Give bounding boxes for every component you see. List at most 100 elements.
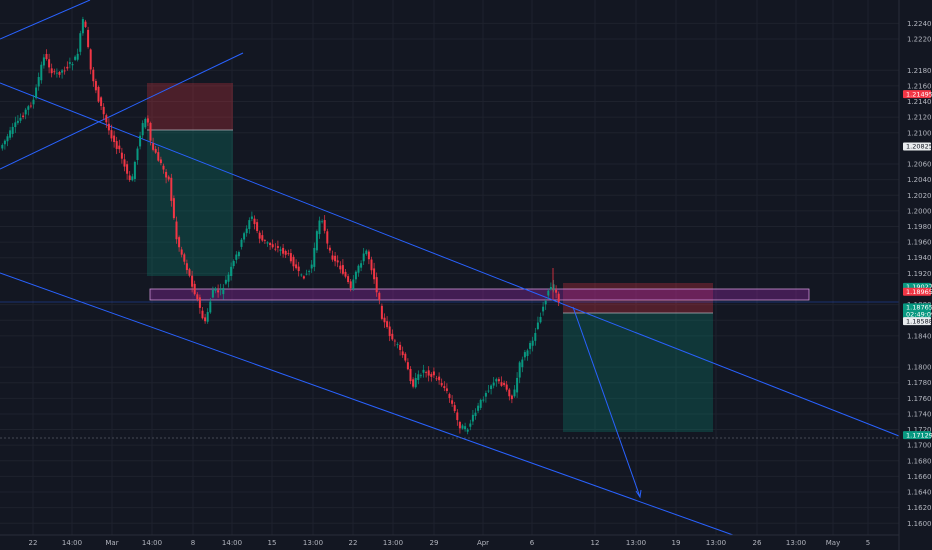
candle-body	[263, 240, 266, 241]
position-zones	[147, 83, 810, 432]
candle-body	[505, 384, 508, 390]
candle-body	[425, 372, 428, 373]
candle-body	[375, 277, 378, 293]
y-tick-label: 1.20400	[907, 176, 932, 184]
candle-body	[495, 379, 498, 382]
y-tick-label: 1.19600	[907, 239, 932, 247]
candle-body	[211, 289, 214, 298]
candle-body	[126, 164, 129, 174]
candle-body	[362, 253, 365, 262]
candle-body	[336, 260, 339, 263]
candle-body	[508, 389, 511, 397]
candle-body	[432, 371, 435, 376]
candle-body	[536, 322, 539, 330]
candle-body	[497, 379, 500, 382]
candle-body	[45, 53, 48, 60]
y-tick-label: 1.22200	[907, 36, 932, 44]
candle-body	[474, 412, 477, 417]
x-tick-label: 22	[349, 539, 358, 547]
candle-body	[456, 412, 459, 421]
candle-body	[141, 123, 144, 136]
descending-trend-line	[0, 82, 900, 437]
candle-body	[217, 290, 220, 293]
candle-body	[295, 264, 298, 269]
x-tick-label: 8	[191, 539, 195, 547]
candle-body	[110, 130, 113, 139]
candle-body	[516, 377, 519, 393]
candle-body	[378, 292, 381, 301]
candle-body	[365, 250, 368, 255]
candle-body	[149, 122, 152, 141]
candle-body	[27, 106, 30, 110]
y-tick-label: 1.22400	[907, 20, 932, 28]
candle-body	[191, 275, 194, 287]
candle-body	[42, 57, 45, 66]
candle-body	[76, 53, 79, 60]
y-tick-label: 1.21200	[907, 114, 932, 122]
y-tick-label: 1.18000	[907, 364, 932, 372]
price-tag-bg	[903, 431, 931, 440]
candle-body	[11, 126, 14, 134]
candle-body	[131, 176, 134, 181]
candle-body	[464, 426, 467, 430]
candle-body	[19, 117, 22, 121]
candle-body	[222, 287, 225, 295]
x-tick-label: 26	[753, 539, 762, 547]
y-tick-label: 1.20600	[907, 161, 932, 169]
price-tag-label: 1.18965	[906, 288, 932, 296]
candle-body	[40, 64, 43, 81]
trend-lines	[0, 0, 900, 536]
candle-body	[68, 62, 71, 64]
projection-arrow	[572, 306, 641, 498]
candle-body	[357, 265, 360, 273]
candle-body	[399, 344, 402, 350]
price-tag-countdown: 02:49:09	[906, 310, 932, 318]
candle-body	[388, 326, 391, 337]
candle-body	[48, 59, 51, 68]
time-axis[interactable]: 22 14:00 Mar 14:00 8 14:00 15 13:00 22 13:00 29 Apr…	[29, 539, 871, 547]
candle-body	[144, 118, 147, 128]
price-tag-bg	[903, 90, 931, 99]
candle-body	[367, 251, 370, 260]
candle-body	[484, 392, 487, 397]
candle-body	[201, 310, 204, 319]
x-tick-label: 13:00	[786, 539, 806, 547]
candle-body	[544, 300, 547, 305]
grid	[0, 0, 899, 535]
candle-body	[518, 362, 521, 378]
x-tick-label: 13:00	[383, 539, 403, 547]
candle-body	[310, 264, 313, 269]
candle-body	[328, 247, 331, 251]
candle-body	[305, 273, 308, 275]
price-tag-label: 1.18588	[906, 317, 932, 325]
x-tick-label: 14:00	[62, 539, 82, 547]
candle-body	[445, 388, 448, 391]
candle-body	[438, 376, 441, 381]
candle-body	[232, 260, 235, 267]
candle-body	[175, 221, 178, 240]
candle-body	[344, 271, 347, 277]
candle-body	[386, 321, 389, 328]
candle-body	[89, 49, 92, 70]
x-tick-label: 22	[29, 539, 38, 547]
candle-body	[152, 143, 155, 150]
candle-body	[284, 250, 287, 255]
candle-body	[393, 340, 396, 342]
y-tick-label: 1.16800	[907, 457, 932, 465]
candle-body	[323, 220, 326, 231]
candle-body	[61, 70, 64, 73]
candle-body	[269, 243, 272, 245]
candle-body	[531, 340, 534, 346]
candle-body	[230, 266, 233, 276]
candle-body	[71, 64, 74, 66]
candle-body	[185, 263, 188, 271]
candle-body	[380, 305, 383, 319]
candle-body	[219, 289, 222, 290]
x-tick-label: 29	[430, 539, 439, 547]
candle-body	[198, 297, 201, 308]
candles	[1, 16, 560, 435]
candle-body	[435, 378, 438, 380]
